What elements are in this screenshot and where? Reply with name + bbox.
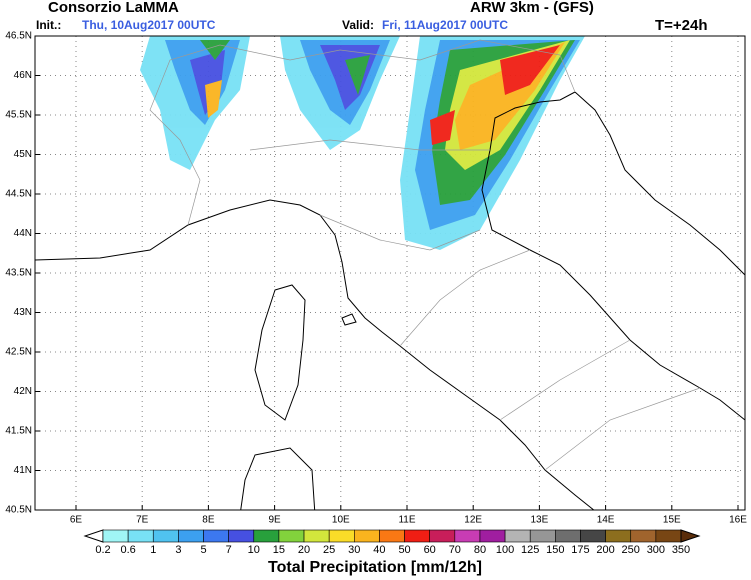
lon-label: 14E [597, 515, 615, 526]
lat-label: 42.5N [5, 347, 32, 358]
lon-label: 13E [531, 515, 549, 526]
ticks: 46.5N 46N 45.5N 45N 44.5N 44N 43.5N 43N 42.5N 42N… [5, 31, 747, 526]
colorbar-box [102, 529, 129, 543]
init-label: Init.: [36, 18, 61, 32]
colorbar-label: 150 [546, 544, 564, 556]
colorbar-box [529, 529, 556, 543]
colorbar-label: 125 [521, 544, 539, 556]
colorbar-label: 30 [348, 544, 360, 556]
colorbar-box [454, 529, 481, 543]
colorbar-box [429, 529, 456, 543]
colorbar-box [479, 529, 506, 543]
lon-label: 15E [663, 515, 681, 526]
init-time: Thu, 10Aug2017 00UTC [82, 18, 216, 32]
colorbar-label: 1 [150, 544, 156, 556]
grid [35, 36, 745, 510]
colorbar-label: 5 [200, 544, 206, 556]
colorbar-box [178, 529, 204, 543]
colorbar-label: 20 [298, 544, 310, 556]
colorbar-label: 70 [449, 544, 461, 556]
colorbar-box [555, 529, 581, 543]
lon-label: 16E [729, 515, 747, 526]
colorbar-box [630, 529, 657, 543]
colorbar-box [379, 529, 405, 543]
lat-label: 43.5N [5, 268, 32, 279]
org-title: Consorzio LaMMA [48, 0, 179, 16]
lat-label: 44N [14, 228, 32, 239]
colorbar-label: 0.2 [95, 544, 110, 556]
lat-label: 45.5N [5, 110, 32, 121]
colorbar-label: 300 [647, 544, 665, 556]
colorbar-box [203, 529, 229, 543]
colorbar-label: 250 [622, 544, 640, 556]
colorbar-box [655, 529, 682, 543]
lon-label: 6E [70, 515, 83, 526]
lon-label: 11E [398, 515, 415, 526]
model-title: ARW 3km - (GFS) [470, 0, 594, 16]
lon-label: 7E [136, 515, 149, 526]
lat-label: 46.5N [5, 31, 32, 42]
valid-label: Valid: [342, 18, 374, 32]
lat-label: 41.5N [5, 426, 32, 437]
lat-label: 44.5N [5, 189, 32, 200]
lat-label: 41N [14, 465, 32, 476]
lat-label: 40.5N [5, 505, 32, 516]
lon-label: 10E [332, 515, 350, 526]
colorbar-cap [83, 529, 104, 543]
colorbar-label: 7 [226, 544, 232, 556]
lat-label: 43N [14, 307, 32, 318]
colorbar-box [278, 529, 305, 543]
colorbar-label: 3 [175, 544, 181, 556]
colorbar-box [504, 529, 531, 543]
colorbar-label: 50 [398, 544, 410, 556]
colorbar-label: 100 [496, 544, 514, 556]
colorbar-label: 10 [248, 544, 260, 556]
lon-label: 8E [202, 515, 215, 526]
colorbar-box [354, 529, 380, 543]
colorbar-label: 175 [571, 544, 589, 556]
borders [149, 39, 701, 471]
colorbar-box [404, 529, 430, 543]
colorbar-label: 40 [373, 544, 385, 556]
colorbar-label: 25 [323, 544, 335, 556]
colorbar-label: 15 [273, 544, 285, 556]
colorbar-box [127, 529, 154, 543]
lon-label: 9E [268, 515, 281, 526]
coastline [35, 91, 745, 510]
colorbar-box [152, 529, 179, 543]
colorbar-box [228, 529, 255, 543]
colorbar-box [303, 529, 330, 543]
colorbar-label: 80 [474, 544, 486, 556]
lat-label: 42N [14, 386, 32, 397]
colorbar-box [328, 529, 355, 543]
colorbar-label: 350 [672, 544, 690, 556]
colorbar-box [605, 529, 632, 543]
colorbar-label: 200 [596, 544, 614, 556]
valid-time: Fri, 11Aug2017 00UTC [382, 18, 508, 32]
colorbar: 0.2 0.6 1 3 5 7 10 15 20 25 30 40 50 60 70 80 100 125 150 1… [83, 529, 701, 556]
colorbar-cap [680, 529, 701, 543]
lead-time: T=+24h [655, 17, 708, 34]
colorbar-title: Total Precipitation [mm/12h] [268, 559, 482, 576]
lat-label: 45N [14, 149, 32, 160]
colorbar-box [580, 529, 606, 543]
colorbar-box [253, 529, 280, 543]
precipitation [140, 36, 585, 250]
lat-label: 46N [14, 70, 32, 81]
colorbar-label: 0.6 [120, 544, 135, 556]
lon-label: 12E [464, 515, 482, 526]
map [35, 36, 745, 510]
colorbar-label: 60 [424, 544, 436, 556]
